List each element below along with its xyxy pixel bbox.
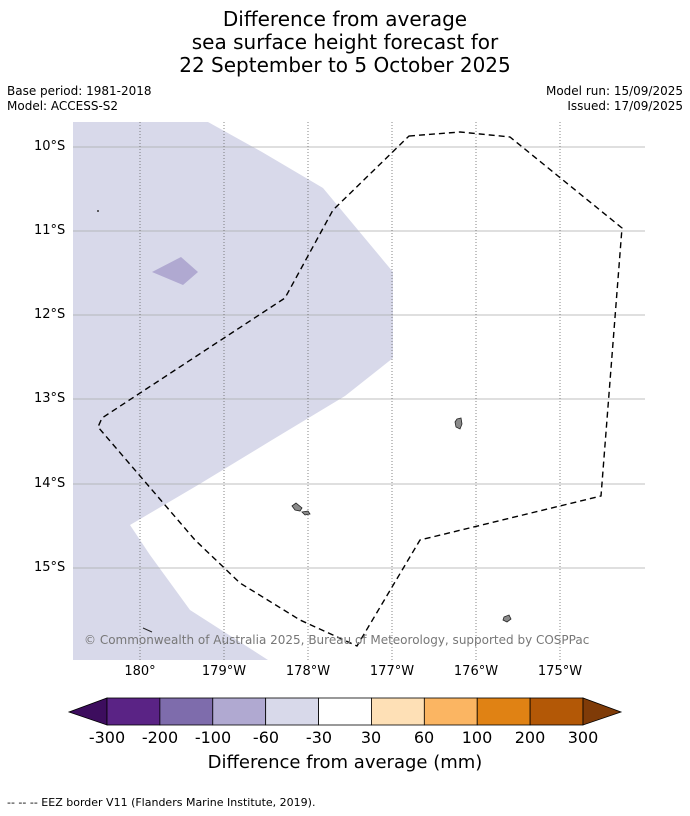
eez-border: [97, 131, 623, 647]
colorbar-tick-label: 60: [413, 728, 435, 747]
model-run: Model run: 15/09/2025: [545, 84, 683, 98]
colorbar-tick-label: -100: [194, 728, 232, 747]
island-alofi: [301, 510, 311, 516]
colorbar-bin: [106, 697, 161, 726]
model-name: Model: ACCESS-S2: [7, 99, 119, 113]
colorbar-tick-label: 200: [514, 728, 546, 747]
colorbar-tick-label: 100: [461, 728, 493, 747]
run-info: Model run: 15/09/2025 Issued: 17/09/2025: [546, 84, 683, 114]
colorbar-tick-label: 30: [360, 728, 382, 747]
island-futuna: [291, 502, 303, 512]
colorbar-bin: [265, 697, 319, 726]
colorbar-bin: [212, 697, 267, 726]
colorbar: [67, 697, 623, 726]
lat-label-13s: 13°S: [34, 391, 66, 406]
title-line-1: Difference from average: [222, 7, 468, 31]
lon-label-180: 180°: [124, 664, 156, 679]
colorbar-bin: [159, 697, 214, 726]
colorbar-title: Difference from average (mm): [207, 752, 483, 773]
title-line-3: 22 September to 5 October 2025: [179, 53, 511, 77]
lat-gridlines: [73, 146, 645, 569]
lon-label-179w: 179°W: [201, 664, 247, 679]
colorbar-tick-label: 300: [567, 728, 599, 747]
anomaly-region-medium: [152, 257, 198, 285]
colorbar-bin: [476, 697, 531, 726]
lon-label-176w: 176°W: [453, 664, 499, 679]
title-line-2: sea surface height forecast for: [191, 30, 499, 54]
colorbar-bin: [423, 697, 478, 726]
base-period: Base period: 1981-2018: [7, 84, 152, 98]
colorbar-bin: [529, 697, 584, 726]
model-info: Base period: 1981-2018 Model: ACCESS-S2: [7, 84, 152, 114]
anomaly-region-light: [73, 122, 393, 660]
lat-label-12s: 12°S: [34, 307, 66, 322]
map-title: Difference from average sea surface heig…: [0, 8, 690, 77]
lat-label-15s: 15°S: [34, 560, 66, 575]
colorbar-bins: [106, 697, 584, 726]
copyright-notice: © Commonwealth of Australia 2025, Bureau…: [84, 633, 590, 647]
colorbar-tick-label: -30: [305, 728, 333, 747]
colorbar-under-arrow: [67, 697, 108, 726]
lat-label-14s: 14°S: [34, 476, 66, 491]
lon-label-177w: 177°W: [369, 664, 415, 679]
lon-label-178w: 178°W: [285, 664, 331, 679]
colorbar-tick-label: -200: [141, 728, 179, 747]
lat-label-11s: 11°S: [34, 223, 66, 238]
lon-label-175w: 175°W: [537, 664, 583, 679]
lat-label-10s: 10°S: [34, 139, 66, 154]
colorbar-bin: [371, 697, 425, 726]
colorbar-over-arrow: [582, 697, 623, 726]
island-southwest: [142, 627, 153, 633]
map-area: [73, 122, 645, 660]
island-southeast: [502, 614, 512, 623]
colorbar-tick-label: -60: [252, 728, 280, 747]
eez-legend-note: -- -- -- EEZ border V11 (Flanders Marine…: [7, 796, 316, 809]
island-dot: [97, 210, 99, 212]
issued-date: Issued: 17/09/2025: [567, 99, 683, 113]
colorbar-tick-label: -300: [88, 728, 126, 747]
island-wallis: [454, 417, 463, 430]
colorbar-bin: [318, 697, 372, 726]
